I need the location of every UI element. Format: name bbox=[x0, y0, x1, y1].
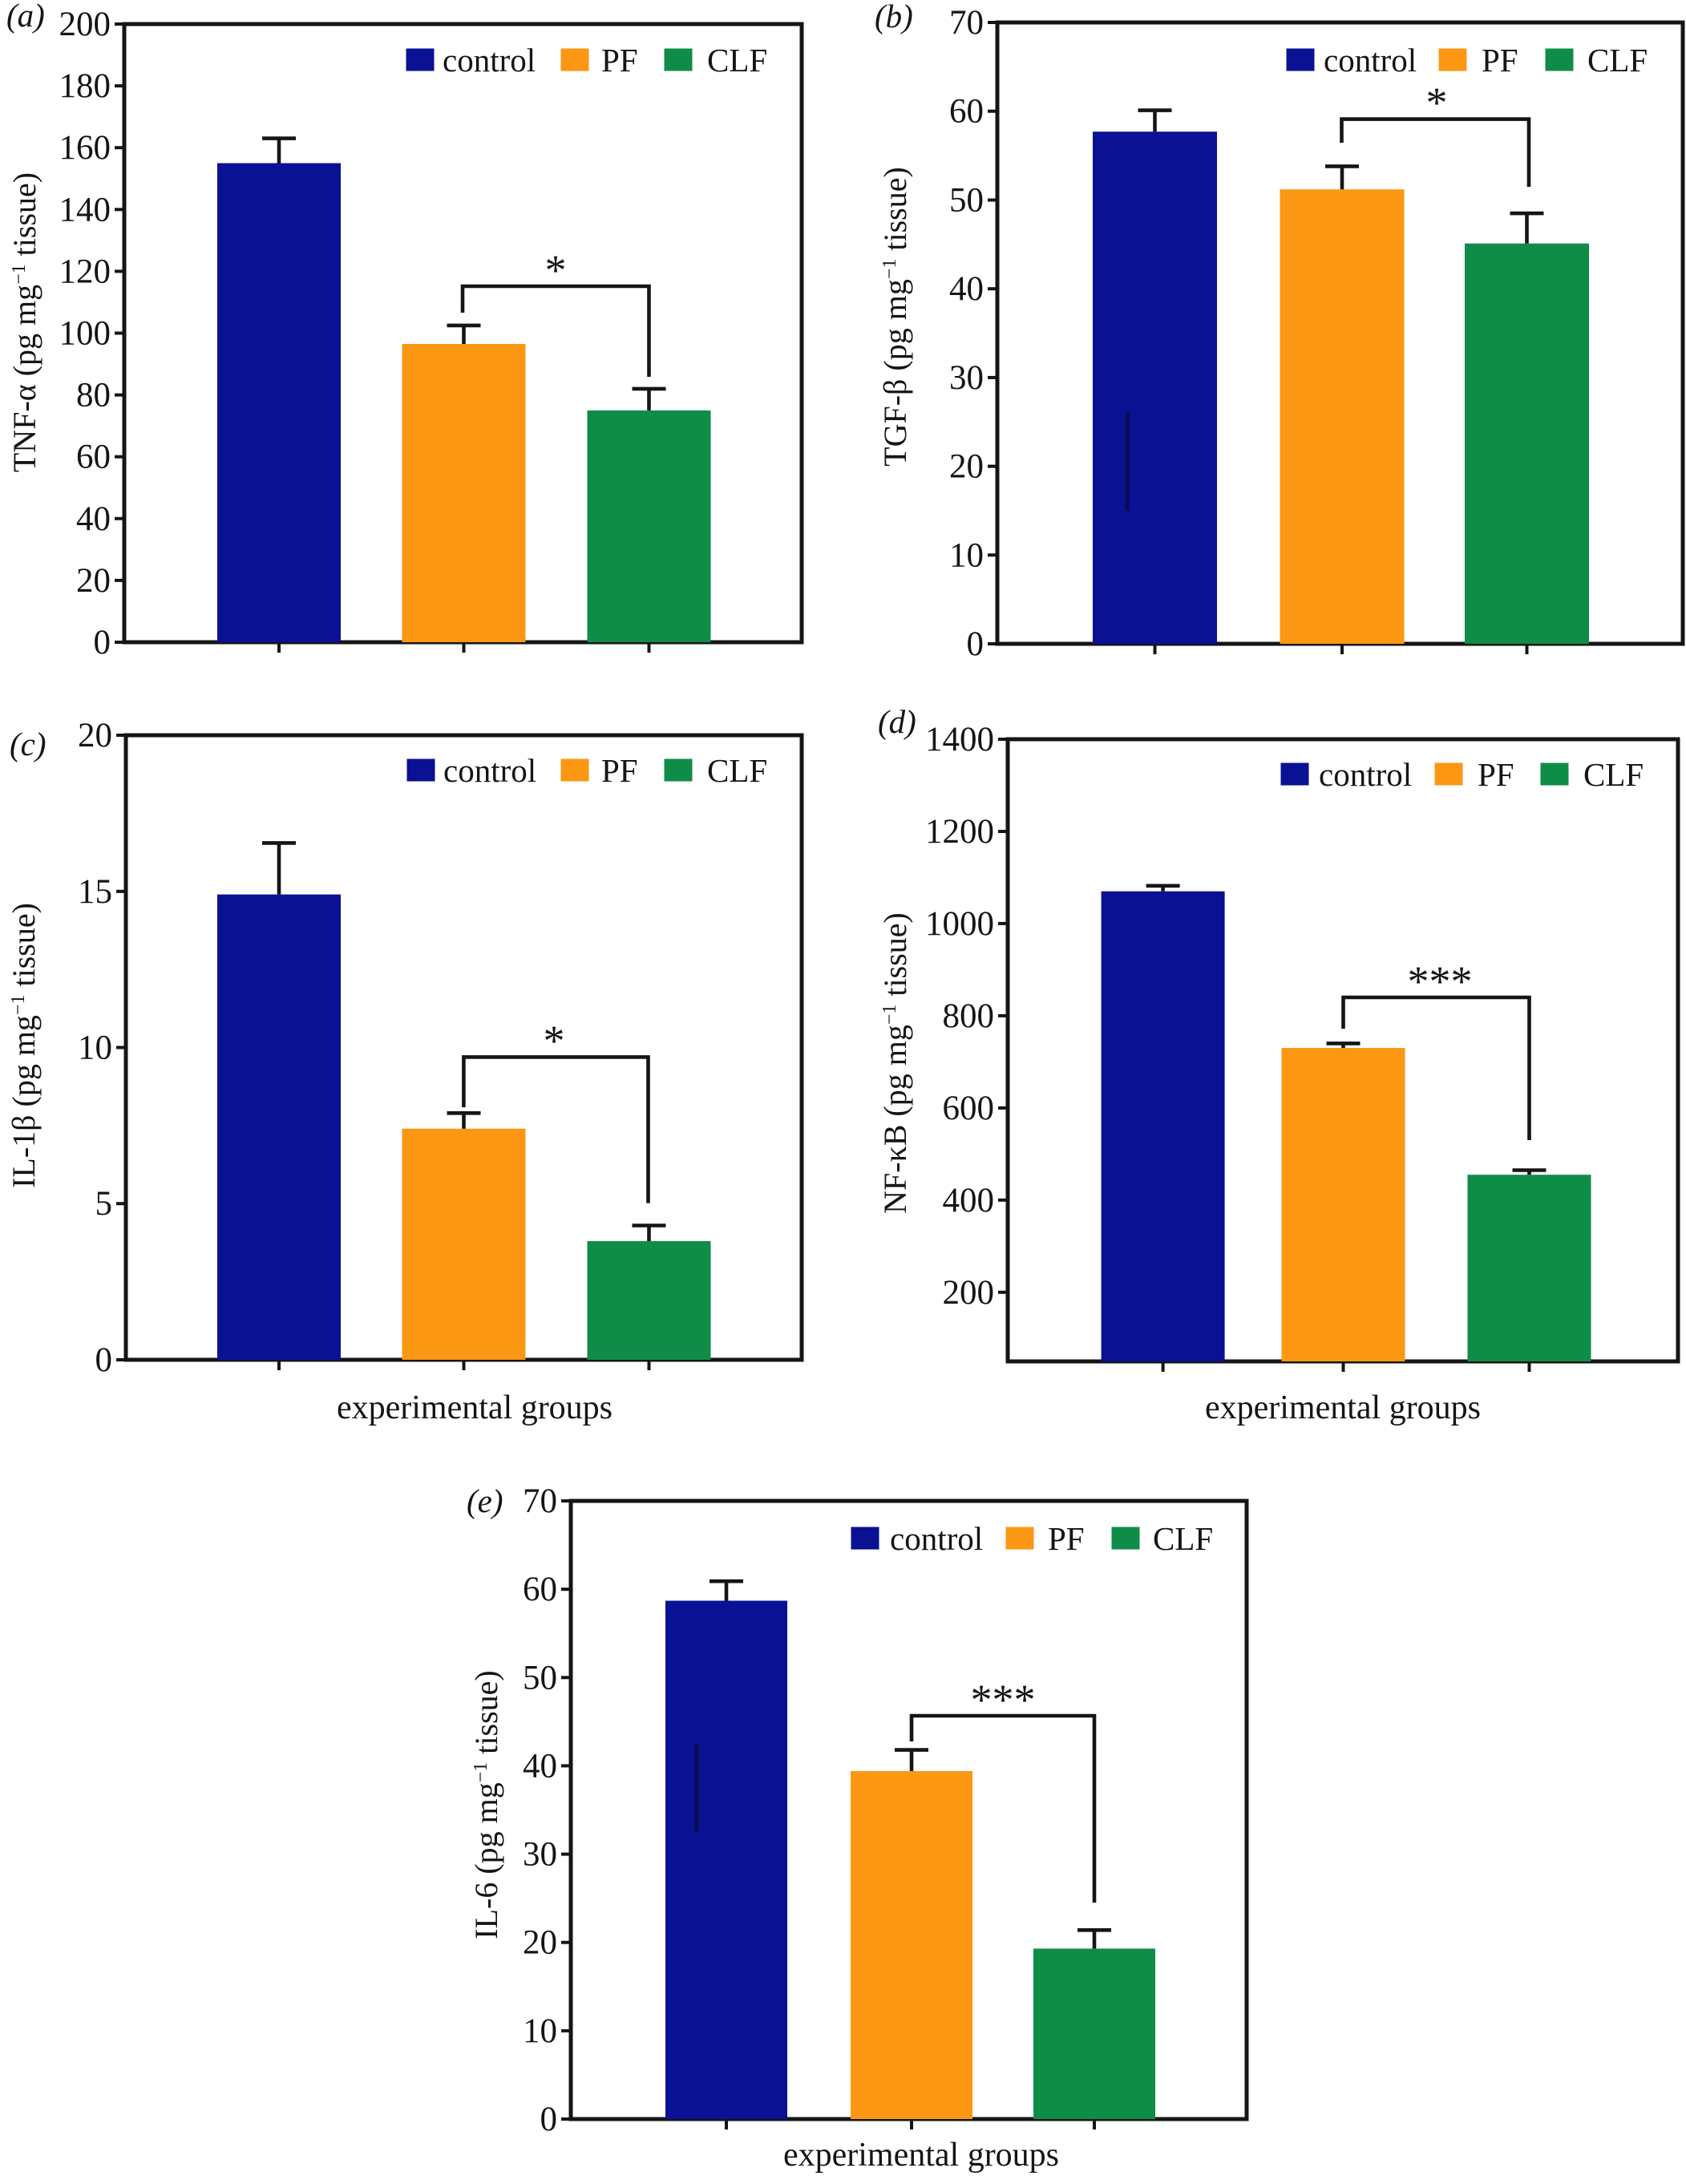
svg-text:NF-κB (pg mg−1 tissue): NF-κB (pg mg−1 tissue) bbox=[877, 912, 913, 1214]
svg-text:control: control bbox=[1319, 756, 1412, 793]
svg-text:600: 600 bbox=[943, 1090, 995, 1127]
svg-text:50: 50 bbox=[949, 182, 984, 220]
svg-text:CLF: CLF bbox=[707, 752, 767, 789]
svg-text:experimental groups: experimental groups bbox=[783, 2137, 1059, 2174]
svg-text:10: 10 bbox=[523, 2012, 557, 2050]
svg-text:(b): (b) bbox=[875, 0, 913, 34]
svg-text:PF: PF bbox=[601, 752, 638, 789]
svg-text:60: 60 bbox=[76, 439, 111, 476]
svg-text:control: control bbox=[443, 42, 536, 79]
svg-text:CLF: CLF bbox=[1583, 756, 1644, 793]
svg-text:200: 200 bbox=[943, 1274, 995, 1312]
svg-text:(e): (e) bbox=[467, 1482, 503, 1519]
svg-text:PF: PF bbox=[601, 42, 638, 79]
svg-text:CLF: CLF bbox=[1587, 42, 1648, 79]
svg-text:100: 100 bbox=[59, 315, 111, 353]
svg-text:800: 800 bbox=[943, 997, 995, 1035]
svg-text:40: 40 bbox=[949, 270, 984, 308]
svg-text:CLF: CLF bbox=[707, 42, 767, 79]
svg-text:30: 30 bbox=[949, 359, 984, 397]
svg-text:(c): (c) bbox=[10, 726, 46, 762]
svg-text:***: *** bbox=[1408, 957, 1473, 1005]
svg-text:20: 20 bbox=[78, 717, 112, 754]
svg-text:10: 10 bbox=[78, 1029, 112, 1067]
svg-text:control: control bbox=[1324, 42, 1417, 79]
svg-text:PF: PF bbox=[1482, 42, 1518, 79]
svg-text:1000: 1000 bbox=[925, 905, 994, 943]
svg-text:PF: PF bbox=[1478, 756, 1514, 793]
svg-text:40: 40 bbox=[76, 500, 111, 538]
svg-text:30: 30 bbox=[523, 1836, 557, 1874]
svg-text:CLF: CLF bbox=[1153, 1520, 1213, 1557]
svg-text:5: 5 bbox=[95, 1185, 113, 1223]
svg-text:0: 0 bbox=[540, 2101, 558, 2138]
svg-text:60: 60 bbox=[949, 93, 984, 131]
svg-text:(a): (a) bbox=[6, 0, 45, 34]
svg-text:TNF-α (pg mg−1 tissue): TNF-α (pg mg−1 tissue) bbox=[6, 172, 42, 472]
svg-text:10: 10 bbox=[949, 536, 984, 574]
svg-text:70: 70 bbox=[523, 1482, 557, 1520]
svg-text:TGF-β (pg mg−1 tissue): TGF-β (pg mg−1 tissue) bbox=[877, 167, 913, 467]
svg-text:20: 20 bbox=[949, 448, 984, 486]
svg-text:*: * bbox=[544, 1017, 565, 1065]
svg-text:*: * bbox=[1426, 79, 1448, 127]
svg-text:experimental groups: experimental groups bbox=[1205, 1389, 1481, 1426]
svg-text:400: 400 bbox=[943, 1182, 995, 1219]
svg-text:80: 80 bbox=[76, 377, 111, 415]
svg-text:0: 0 bbox=[94, 624, 111, 661]
svg-text:140: 140 bbox=[59, 191, 111, 229]
svg-text:15: 15 bbox=[78, 873, 112, 911]
svg-text:IL-1β (pg mg−1 tissue): IL-1β (pg mg−1 tissue) bbox=[6, 903, 42, 1188]
svg-text:40: 40 bbox=[523, 1747, 557, 1785]
svg-text:70: 70 bbox=[949, 4, 984, 42]
svg-text:1400: 1400 bbox=[925, 721, 994, 758]
svg-text:20: 20 bbox=[76, 562, 111, 600]
svg-text:(d): (d) bbox=[878, 703, 916, 740]
svg-text:experimental groups: experimental groups bbox=[337, 1389, 613, 1426]
svg-text:60: 60 bbox=[523, 1571, 557, 1608]
svg-text:50: 50 bbox=[523, 1659, 557, 1697]
svg-text:160: 160 bbox=[59, 129, 111, 167]
svg-text:PF: PF bbox=[1048, 1520, 1085, 1557]
svg-text:180: 180 bbox=[59, 67, 111, 105]
svg-text:control: control bbox=[443, 752, 536, 789]
svg-text:***: *** bbox=[971, 1676, 1036, 1724]
svg-text:0: 0 bbox=[95, 1341, 113, 1379]
svg-text:0: 0 bbox=[967, 625, 985, 663]
svg-text:20: 20 bbox=[523, 1924, 557, 1962]
svg-text:1200: 1200 bbox=[925, 813, 994, 851]
svg-text:*: * bbox=[545, 246, 567, 294]
svg-text:control: control bbox=[890, 1520, 983, 1557]
svg-text:IL-6 (pg mg−1 tissue): IL-6 (pg mg−1 tissue) bbox=[468, 1670, 504, 1939]
svg-text:200: 200 bbox=[59, 6, 111, 43]
svg-text:120: 120 bbox=[59, 253, 111, 290]
